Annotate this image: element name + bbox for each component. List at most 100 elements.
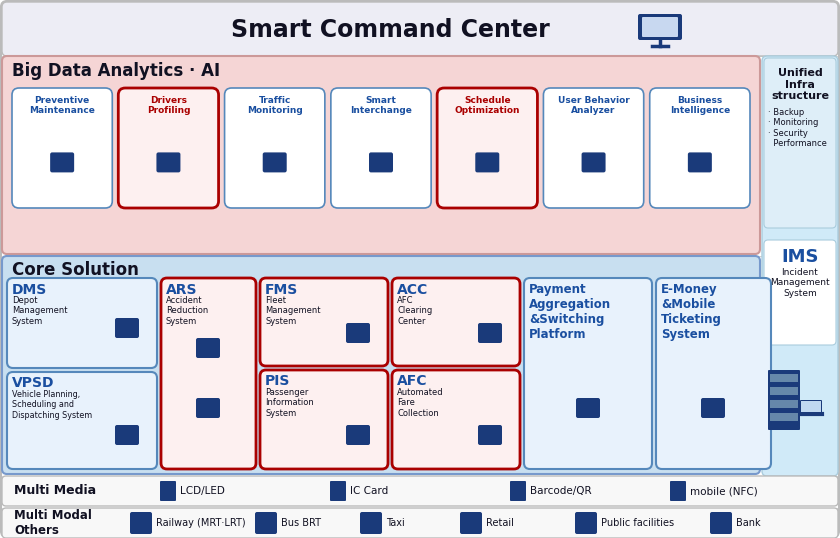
FancyBboxPatch shape [784,370,800,430]
FancyBboxPatch shape [768,370,784,430]
Text: User Behavior
Analyzer: User Behavior Analyzer [558,96,629,115]
FancyBboxPatch shape [778,374,790,382]
Text: Accident
Reduction
System: Accident Reduction System [166,296,208,326]
Text: IC Card: IC Card [350,486,388,496]
FancyBboxPatch shape [786,400,798,408]
FancyBboxPatch shape [2,256,760,474]
FancyBboxPatch shape [576,398,600,418]
FancyBboxPatch shape [7,372,157,469]
Text: DMS: DMS [12,283,47,297]
FancyBboxPatch shape [642,17,678,37]
FancyBboxPatch shape [331,88,431,208]
Text: Depot
Management
System: Depot Management System [12,296,67,326]
FancyBboxPatch shape [543,88,643,208]
FancyBboxPatch shape [688,152,711,172]
FancyBboxPatch shape [701,398,725,418]
FancyBboxPatch shape [12,88,113,208]
FancyBboxPatch shape [161,278,256,469]
Text: Unified
Infra
structure: Unified Infra structure [771,68,829,101]
Text: · Backup
· Monitoring
· Security
  Performance: · Backup · Monitoring · Security Perform… [768,108,827,148]
Text: Public facilities: Public facilities [601,518,675,528]
FancyBboxPatch shape [778,400,790,408]
Text: VPSD: VPSD [12,376,55,390]
FancyBboxPatch shape [346,323,370,343]
Text: AFC
Clearing
Center: AFC Clearing Center [397,296,433,326]
Text: Automated
Fare
Collection: Automated Fare Collection [397,388,444,418]
Text: FMS: FMS [265,283,298,297]
Text: Smart
Interchange: Smart Interchange [350,96,412,115]
FancyBboxPatch shape [770,400,782,408]
Text: Fleet
Management
System: Fleet Management System [265,296,321,326]
FancyBboxPatch shape [263,152,286,172]
FancyBboxPatch shape [392,370,520,469]
FancyBboxPatch shape [437,88,538,208]
FancyBboxPatch shape [478,323,502,343]
FancyBboxPatch shape [130,512,152,534]
FancyBboxPatch shape [770,387,782,395]
FancyBboxPatch shape [670,481,686,501]
FancyBboxPatch shape [524,278,652,469]
FancyBboxPatch shape [649,88,750,208]
FancyBboxPatch shape [255,512,277,534]
FancyBboxPatch shape [656,278,771,469]
FancyBboxPatch shape [7,278,157,368]
FancyBboxPatch shape [460,512,482,534]
FancyBboxPatch shape [778,387,790,395]
FancyBboxPatch shape [224,88,325,208]
Text: IMS: IMS [781,248,819,266]
FancyBboxPatch shape [801,401,821,412]
FancyBboxPatch shape [770,374,782,382]
FancyBboxPatch shape [510,481,526,501]
Text: AFC: AFC [397,374,428,388]
Text: Business
Intelligence: Business Intelligence [669,96,730,115]
FancyBboxPatch shape [764,240,836,345]
Text: Retail: Retail [486,518,514,528]
Text: Traffic
Monitoring: Traffic Monitoring [247,96,302,115]
FancyBboxPatch shape [330,481,346,501]
FancyBboxPatch shape [475,152,499,172]
FancyBboxPatch shape [581,152,606,172]
Text: Schedule
Optimization: Schedule Optimization [454,96,520,115]
FancyBboxPatch shape [196,398,220,418]
Text: mobile (NFC): mobile (NFC) [690,486,758,496]
FancyBboxPatch shape [800,400,822,414]
Text: Multi Modal
Others: Multi Modal Others [14,509,92,537]
Text: Multi Media: Multi Media [14,485,96,498]
FancyBboxPatch shape [196,338,220,358]
FancyBboxPatch shape [2,508,838,538]
Text: Barcode/QR: Barcode/QR [530,486,591,496]
FancyBboxPatch shape [575,512,597,534]
FancyBboxPatch shape [260,370,388,469]
FancyBboxPatch shape [786,374,798,382]
Text: Drivers
Profiling: Drivers Profiling [147,96,190,115]
FancyBboxPatch shape [118,88,218,208]
Text: PIS: PIS [265,374,291,388]
FancyBboxPatch shape [762,56,838,476]
FancyBboxPatch shape [778,413,790,421]
FancyBboxPatch shape [160,481,176,501]
Text: Core Solution: Core Solution [12,261,139,279]
FancyBboxPatch shape [2,476,838,506]
FancyBboxPatch shape [156,152,181,172]
FancyBboxPatch shape [115,318,139,338]
Text: Incident
Management
System: Incident Management System [770,268,830,298]
Text: Bus BRT: Bus BRT [281,518,321,528]
Text: Taxi: Taxi [386,518,405,528]
FancyBboxPatch shape [115,425,139,445]
FancyBboxPatch shape [360,512,382,534]
FancyBboxPatch shape [786,413,798,421]
Text: Vehicle Planning,
Scheduling and
Dispatching System: Vehicle Planning, Scheduling and Dispatc… [12,390,92,420]
Text: Railway (MRT·LRT): Railway (MRT·LRT) [156,518,245,528]
FancyBboxPatch shape [786,387,798,395]
Text: Payment
Aggregation
&Switching
Platform: Payment Aggregation &Switching Platform [529,283,612,341]
FancyBboxPatch shape [346,425,370,445]
Text: ARS: ARS [166,283,197,297]
Text: LCD/LED: LCD/LED [180,486,225,496]
FancyBboxPatch shape [2,2,838,56]
FancyBboxPatch shape [478,425,502,445]
FancyBboxPatch shape [260,278,388,366]
FancyBboxPatch shape [392,278,520,366]
Text: ACC: ACC [397,283,428,297]
Text: Smart Command Center: Smart Command Center [231,18,549,42]
FancyBboxPatch shape [770,413,782,421]
